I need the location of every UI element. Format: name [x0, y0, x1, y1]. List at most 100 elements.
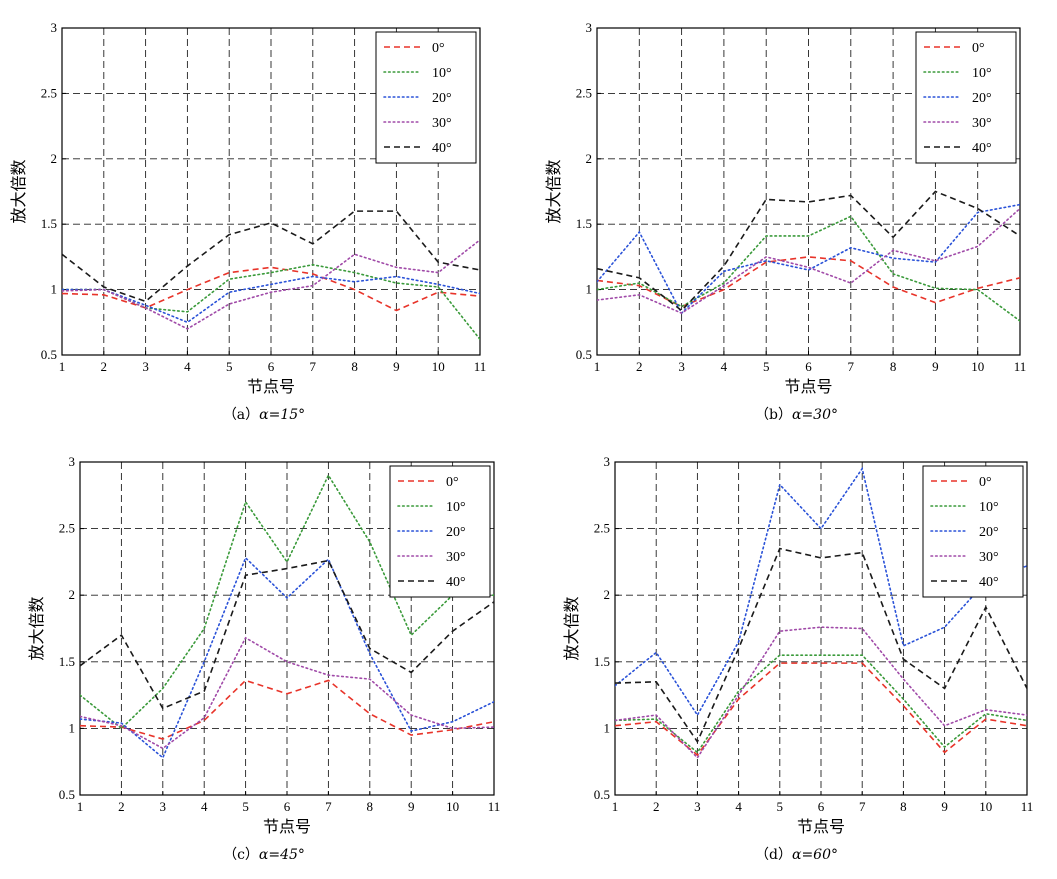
x-tick-label: 11	[474, 359, 487, 374]
x-tick-label: 1	[612, 799, 619, 814]
y-tick-label: 0.5	[576, 347, 592, 362]
series-line-d-2	[615, 466, 1027, 717]
caption-d-prefix: （d）	[755, 847, 792, 863]
caption-b: （b）α=30°	[536, 404, 1057, 424]
y-axis-title: 放大倍数	[27, 596, 46, 660]
x-tick-label: 11	[488, 799, 501, 814]
x-tick-label: 11	[1014, 359, 1027, 374]
legend-box	[375, 31, 477, 164]
series-line-a-1	[62, 263, 480, 341]
x-tick-label: 4	[735, 799, 742, 814]
x-tick-label: 5	[777, 799, 784, 814]
series-line-a-3	[62, 239, 480, 330]
x-axis-title: 节点号	[797, 817, 845, 836]
caption-a: （a）α=15°	[0, 404, 528, 424]
x-axis-title: 节点号	[247, 377, 295, 396]
x-tick-label: 4	[201, 799, 208, 814]
legend-box	[389, 465, 491, 598]
legend-label: 20°	[446, 525, 466, 540]
y-tick-label: 1	[51, 282, 58, 297]
chart-panel-c: 1 2 3 4 5 6 7 8 9 10 11 0.5 1 1.5 2 2.5 3 节点号 放大倍数 0° 10° 20°…	[0, 440, 528, 879]
y-tick-label: 2	[604, 587, 611, 602]
x-tick-label: 9	[941, 799, 948, 814]
legend-label: 10°	[979, 500, 999, 515]
series-line-d-0	[615, 662, 1027, 757]
x-tick-label: 4	[184, 359, 191, 374]
chart-d: 1 2 3 4 5 6 7 8 9 10 110.511.522.53节点号放大倍数0°10°20°…	[562, 454, 1033, 836]
y-tick-label: 3	[586, 20, 593, 35]
x-tick-label: 3	[694, 799, 701, 814]
series-line-c-4	[80, 559, 494, 710]
x-tick-label: 10	[446, 799, 459, 814]
caption-c-prefix: （c）	[223, 847, 259, 863]
legend-label: 30°	[446, 550, 466, 565]
series-line-c-2	[80, 556, 494, 760]
series-line-b-3	[597, 207, 1020, 315]
x-tick-label: 2	[118, 799, 125, 814]
x-tick-label: 5	[226, 359, 233, 374]
legend-label: 40°	[446, 575, 466, 590]
caption-c-alpha: α=45°	[258, 847, 305, 863]
series-line-d-1	[615, 654, 1027, 754]
x-tick-label: 6	[284, 799, 291, 814]
legend-label: 20°	[972, 91, 992, 106]
legend-label: 40°	[972, 141, 992, 156]
x-tick-label: 7	[848, 359, 855, 374]
x-tick-label: 6	[805, 359, 812, 374]
caption-a-alpha: α=15°	[259, 407, 306, 423]
legend-label: 10°	[446, 500, 466, 515]
x-axis-title: 节点号	[263, 817, 311, 836]
x-tick-label: 5	[242, 799, 249, 814]
y-tick-label: 3	[51, 20, 58, 35]
caption-d-alpha: α=60°	[791, 847, 838, 863]
y-tick-label: 1	[586, 282, 593, 297]
y-tick-label: 3	[604, 454, 611, 469]
legend-label: 10°	[972, 66, 992, 81]
series-line-b-0	[597, 256, 1020, 308]
x-tick-label: 3	[142, 359, 149, 374]
y-tick-label: 2.5	[41, 85, 57, 100]
y-tick-label: 1.5	[594, 654, 610, 669]
y-tick-label: 2	[51, 151, 58, 166]
x-tick-label: 9	[393, 359, 400, 374]
series-line-d-4	[615, 547, 1027, 744]
legend-label: 0°	[972, 41, 985, 56]
y-tick-label: 0.5	[594, 787, 610, 802]
x-tick-label: 8	[890, 359, 897, 374]
y-tick-label: 2.5	[594, 521, 610, 536]
legend-label: 20°	[432, 91, 452, 106]
chart-panel-a: 1 2 3 4 5 6 7 8 9 10 11 0.5 1 1.5 2 2.5 3 节点号 放大倍数 0° 10° 20°…	[0, 0, 528, 439]
x-tick-label: 8	[900, 799, 907, 814]
series-line-c-0	[80, 679, 494, 740]
x-tick-label: 2	[636, 359, 643, 374]
series-line-c-1	[80, 473, 494, 730]
x-tick-label: 1	[59, 359, 66, 374]
chart-c: 1 2 3 4 5 6 7 8 9 10 110.511.522.53节点号放大倍数0°10°20°…	[27, 454, 501, 836]
x-tick-label: 5	[763, 359, 770, 374]
x-tick-label: 9	[932, 359, 939, 374]
legend-box	[922, 465, 1024, 598]
x-tick-label: 10	[971, 359, 984, 374]
series-line-a-4	[62, 210, 480, 303]
caption-b-prefix: （b）	[755, 407, 792, 423]
x-tick-label: 3	[678, 359, 685, 374]
legend-label: 40°	[979, 575, 999, 590]
caption-d: （d）α=60°	[536, 844, 1057, 864]
y-tick-label: 1.5	[59, 654, 75, 669]
legend-label: 0°	[979, 475, 992, 490]
x-tick-label: 6	[268, 359, 275, 374]
series-line-a-0	[62, 266, 480, 312]
legend-label: 0°	[446, 475, 459, 490]
x-tick-label: 8	[351, 359, 358, 374]
y-tick-label: 1.5	[576, 216, 592, 231]
legend-label: 20°	[979, 525, 999, 540]
chart-b: 1 2 3 4 5 6 7 8 9 10 110.511.522.53节点号放大倍数0°10°20°…	[544, 20, 1027, 396]
y-axis-title: 放大倍数	[544, 159, 563, 223]
x-tick-label: 4	[721, 359, 728, 374]
chart-panel-b: 1 2 3 4 5 6 7 8 9 10 11 0.5 1 1.5 2 2.5 3 节点号 放大倍数 0° 10° 20°…	[536, 0, 1057, 439]
x-tick-label: 7	[325, 799, 332, 814]
y-tick-label: 0.5	[41, 347, 57, 362]
y-tick-label: 2	[586, 151, 593, 166]
caption-a-prefix: （a）	[222, 407, 260, 423]
series-line-b-1	[597, 215, 1020, 322]
